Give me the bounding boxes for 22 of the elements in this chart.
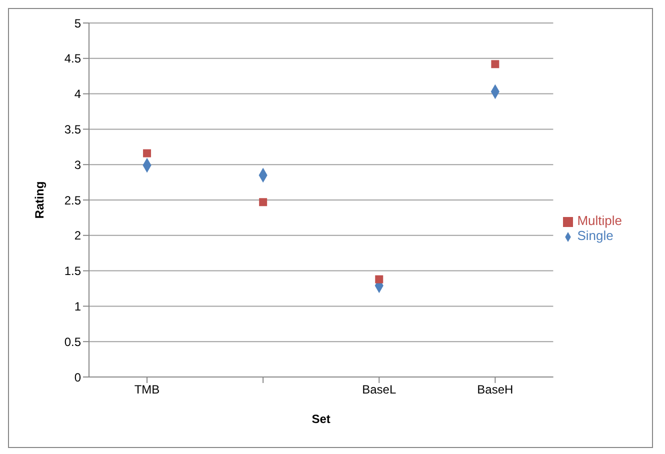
y-tick-label: 1 xyxy=(74,299,82,314)
y-tick-label: 3 xyxy=(74,158,82,172)
point xyxy=(259,198,268,206)
y-tick-label: 0 xyxy=(74,370,82,384)
x-tick-label: BaseH xyxy=(477,382,514,397)
y-tick-label: 4 xyxy=(74,87,82,102)
x-tick-label: TMB xyxy=(134,382,160,397)
x-axis-title: Set xyxy=(312,412,330,426)
point xyxy=(491,60,500,68)
y-tick-label: 1.5 xyxy=(64,264,82,278)
y-tick-label: 4.5 xyxy=(64,52,82,66)
legend-label: Multiple xyxy=(577,213,622,228)
legend-label: Single xyxy=(577,228,614,243)
x-tick-label: BaseL xyxy=(362,382,396,397)
y-tick-label: 2 xyxy=(74,228,82,243)
point xyxy=(143,149,152,158)
point xyxy=(375,275,384,284)
y-tick-label: 5 xyxy=(74,16,82,30)
y-axis-title: Rating xyxy=(32,181,46,219)
y-tick-label: 0.5 xyxy=(64,334,82,349)
y-tick-label: 3.5 xyxy=(64,122,82,136)
y-tick-label: 2.5 xyxy=(64,193,82,208)
